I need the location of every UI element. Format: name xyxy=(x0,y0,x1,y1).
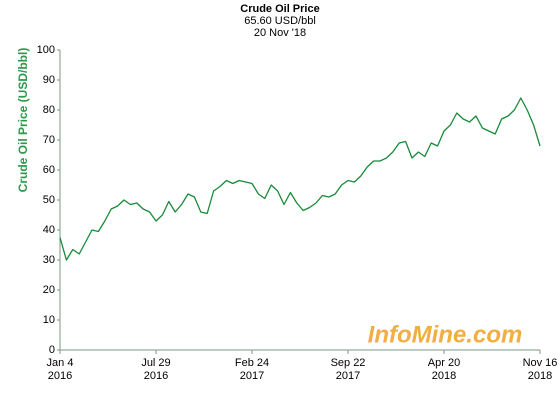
y-tick-label: 20 xyxy=(43,284,55,296)
y-tick-label: 100 xyxy=(37,44,55,56)
x-tick-label: Feb 24 xyxy=(235,357,269,369)
y-tick-label: 60 xyxy=(43,164,55,176)
x-tick-label: 2018 xyxy=(432,370,456,382)
chart-title: Crude Oil Price xyxy=(240,3,319,15)
x-tick-label: Sep 22 xyxy=(331,357,366,369)
price-line xyxy=(59,97,541,261)
x-tick-label: 2018 xyxy=(528,370,552,382)
y-tick-label: 80 xyxy=(43,104,55,116)
y-tick-label: 90 xyxy=(43,74,55,86)
x-tick-label: Nov 16 xyxy=(523,357,558,369)
y-axis-label: Crude Oil Price (USD/bbl) xyxy=(16,48,30,193)
x-tick-label: 2016 xyxy=(144,370,168,382)
chart-subtitle: 65.60 USD/bbl xyxy=(244,15,316,27)
watermark: InfoMine.com xyxy=(368,321,523,348)
x-tick-label: 2016 xyxy=(48,370,72,382)
chart-date: 20 Nov '18 xyxy=(254,27,306,39)
y-tick-label: 0 xyxy=(49,344,55,356)
y-tick-label: 70 xyxy=(43,134,55,146)
x-tick-label: 2017 xyxy=(336,370,360,382)
x-tick-label: Apr 20 xyxy=(428,357,460,369)
y-tick-label: 40 xyxy=(43,224,55,236)
x-tick-label: 2017 xyxy=(240,370,264,382)
x-tick-label: Jan 4 xyxy=(47,357,74,369)
x-tick-label: Jul 29 xyxy=(141,357,170,369)
y-tick-label: 50 xyxy=(43,194,55,206)
y-tick-label: 10 xyxy=(43,314,55,326)
y-tick-label: 30 xyxy=(43,254,55,266)
